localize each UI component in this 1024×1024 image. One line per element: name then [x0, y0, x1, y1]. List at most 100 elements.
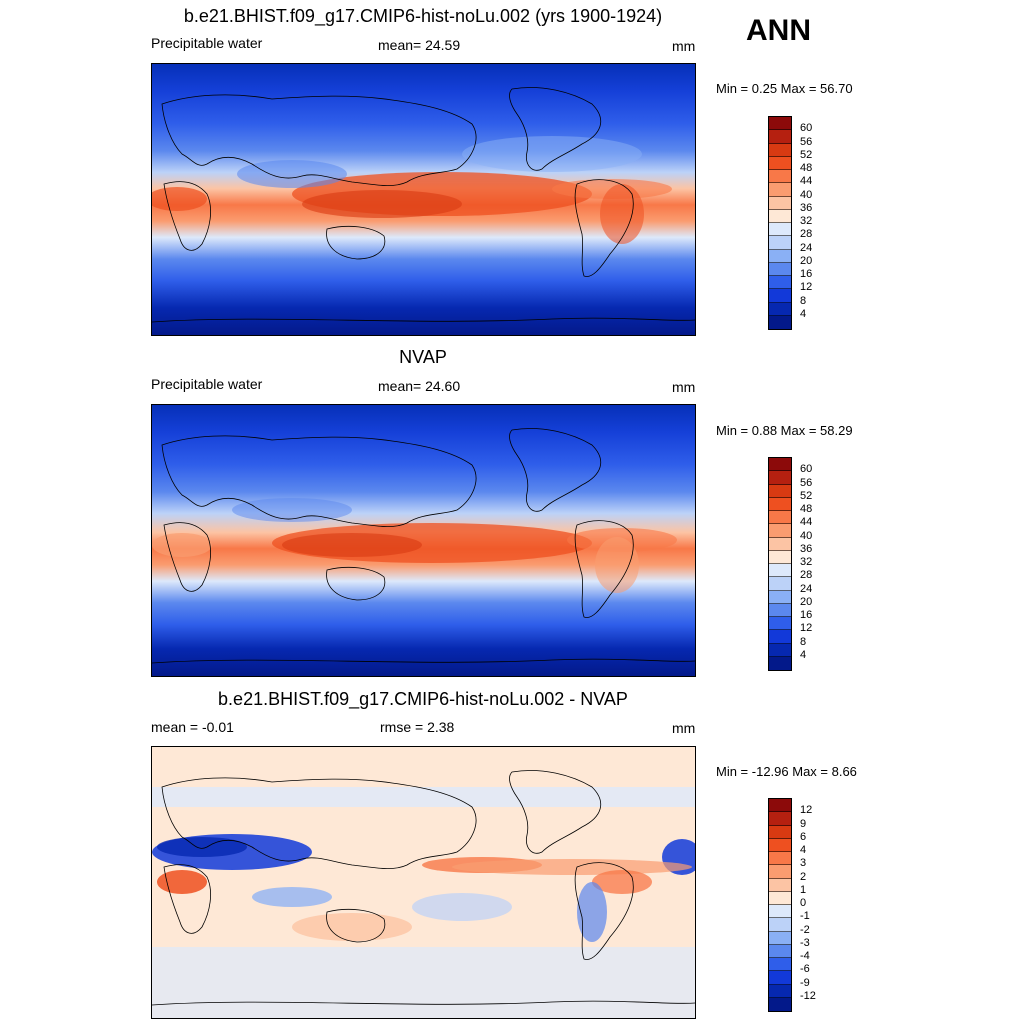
colorbar-swatch — [769, 865, 791, 879]
colorbar-tick-label: 4 — [800, 844, 807, 856]
colorbar-tick-label: -9 — [800, 976, 810, 989]
colorbar-swatch — [769, 918, 791, 932]
colorbar-swatch — [769, 156, 791, 170]
colorbar-tick-label: 52 — [800, 489, 813, 502]
panel-3-map-graphic — [152, 747, 695, 1018]
panel-2-colorbar — [768, 457, 792, 671]
colorbar-swatch — [769, 617, 791, 631]
colorbar-swatch — [769, 471, 791, 485]
colorbar-tick-label: 60 — [800, 463, 813, 476]
colorbar-tick-label: 24 — [800, 241, 813, 254]
colorbar-tick-label: 12 — [800, 622, 813, 635]
panel-3-rmse-label: rmse = 2.38 — [380, 719, 455, 735]
colorbar-tick-label: 16 — [800, 609, 813, 621]
colorbar-tick-label: 40 — [800, 529, 813, 542]
panel-1-mean-label: mean= 24.59 — [378, 37, 461, 53]
colorbar-tick-label: -6 — [800, 963, 810, 976]
colorbar-swatch — [769, 223, 791, 237]
colorbar-tick-label: 2 — [800, 870, 807, 883]
panel-3-mean-label: mean = -0.01 — [151, 719, 234, 735]
colorbar-swatch — [769, 878, 791, 892]
colorbar-swatch — [769, 262, 791, 276]
colorbar-swatch — [769, 944, 791, 958]
panel-1-title: b.e21.BHIST.f09_g17.CMIP6-hist-noLu.002 … — [183, 6, 663, 26]
colorbar-tick-label: 32 — [800, 215, 813, 227]
colorbar-swatch — [769, 971, 791, 985]
panel-1-units: mm — [672, 38, 696, 54]
colorbar-tick-label: 36 — [800, 201, 813, 214]
colorbar-swatch — [769, 537, 791, 551]
colorbar-tick-label: 12 — [800, 804, 813, 817]
season-label: ANN — [746, 14, 811, 47]
colorbar-tick-label: 32 — [800, 556, 813, 568]
colorbar-swatch — [769, 170, 791, 184]
colorbar-tick-label: 6 — [800, 830, 807, 843]
colorbar-tick-label: 1 — [800, 883, 807, 896]
colorbar-tick-label: 44 — [800, 516, 813, 529]
colorbar-tick-label: 52 — [800, 148, 813, 161]
colorbar-swatch — [769, 905, 791, 919]
colorbar-swatch — [769, 497, 791, 511]
colorbar-swatch — [769, 825, 791, 839]
colorbar-tick-label: -3 — [800, 936, 810, 949]
colorbar-swatch — [769, 603, 791, 617]
colorbar-swatch — [769, 143, 791, 157]
panel-2-variable-label: Precipitable water — [151, 376, 263, 392]
colorbar-swatch — [769, 958, 791, 972]
colorbar-swatch — [769, 799, 791, 813]
colorbar-swatch — [769, 997, 791, 1011]
colorbar-swatch — [769, 577, 791, 591]
colorbar-tick-label: 60 — [800, 122, 813, 135]
colorbar-swatch — [769, 550, 791, 564]
colorbar-tick-label: 28 — [800, 569, 813, 582]
colorbar-tick-label: 8 — [800, 635, 807, 648]
colorbar-swatch — [769, 196, 791, 210]
colorbar-tick-label: 4 — [800, 307, 807, 320]
colorbar-swatch — [769, 458, 791, 472]
panel-3-colorbar — [768, 798, 792, 1012]
panel-2-minmax: Min = 0.88 Max = 58.29 — [716, 423, 853, 438]
colorbar-tick-label: 0 — [800, 897, 807, 909]
colorbar-swatch — [769, 656, 791, 670]
colorbar-swatch — [769, 852, 791, 866]
colorbar-tick-label: -4 — [800, 950, 810, 962]
colorbar-swatch — [769, 524, 791, 538]
panel-1-map-graphic — [152, 64, 695, 335]
colorbar-swatch — [769, 590, 791, 604]
colorbar-swatch — [769, 511, 791, 525]
colorbar-tick-label: 56 — [800, 135, 813, 148]
panel-3-minmax: Min = -12.96 Max = 8.66 — [716, 764, 857, 779]
panel-2-units: mm — [672, 379, 696, 395]
colorbar-tick-label: 48 — [800, 503, 813, 515]
colorbar-swatch — [769, 183, 791, 197]
colorbar-swatch — [769, 984, 791, 998]
colorbar-swatch — [769, 276, 791, 290]
colorbar-tick-label: -2 — [800, 923, 810, 936]
colorbar-swatch — [769, 302, 791, 316]
panel-3-units: mm — [672, 720, 696, 736]
colorbar-tick-label: 20 — [800, 595, 813, 608]
colorbar-swatch — [769, 812, 791, 826]
panel-3-title: b.e21.BHIST.f09_g17.CMIP6-hist-noLu.002 … — [218, 689, 628, 709]
panel-1-minmax: Min = 0.25 Max = 56.70 — [716, 81, 853, 96]
colorbar-swatch — [769, 838, 791, 852]
colorbar-tick-label: 48 — [800, 162, 813, 174]
colorbar-tick-label: 12 — [800, 281, 813, 294]
colorbar-tick-label: 20 — [800, 254, 813, 267]
colorbar-swatch — [769, 891, 791, 905]
colorbar-swatch — [769, 484, 791, 498]
colorbar-tick-label: 40 — [800, 188, 813, 201]
colorbar-swatch — [769, 289, 791, 303]
panel-2-map — [151, 404, 696, 677]
colorbar-swatch — [769, 630, 791, 644]
colorbar-swatch — [769, 315, 791, 329]
colorbar-tick-label: 24 — [800, 582, 813, 595]
colorbar-swatch — [769, 564, 791, 578]
panel-2-map-graphic — [152, 405, 695, 676]
colorbar-swatch — [769, 117, 791, 131]
colorbar-tick-label: 36 — [800, 542, 813, 555]
colorbar-tick-label: 8 — [800, 294, 807, 307]
colorbar-swatch — [769, 209, 791, 223]
panel-2-title: NVAP — [399, 347, 447, 367]
colorbar-tick-label: 4 — [800, 648, 807, 661]
